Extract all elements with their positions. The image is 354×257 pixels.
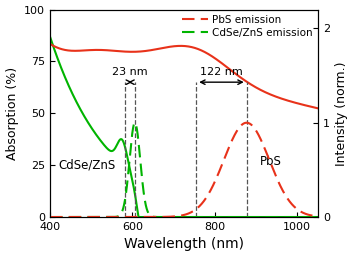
Text: 122 nm: 122 nm: [200, 67, 243, 77]
Legend: PbS emission, CdSe/ZnS emission: PbS emission, CdSe/ZnS emission: [182, 15, 313, 38]
Y-axis label: Absorption (%): Absorption (%): [6, 67, 18, 160]
Text: 23 nm: 23 nm: [112, 67, 148, 77]
Text: PbS: PbS: [259, 154, 281, 168]
Y-axis label: Intensity (norm.): Intensity (norm.): [336, 61, 348, 166]
X-axis label: Wavelength (nm): Wavelength (nm): [124, 237, 244, 251]
Text: CdSe/ZnS: CdSe/ZnS: [58, 159, 116, 172]
